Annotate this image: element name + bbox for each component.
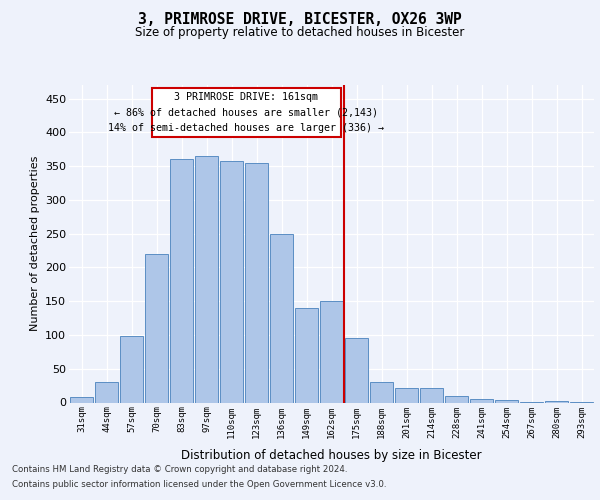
Text: Contains public sector information licensed under the Open Government Licence v3: Contains public sector information licen… — [12, 480, 386, 489]
Bar — [70, 397, 93, 402]
Bar — [345, 338, 368, 402]
Bar — [120, 336, 143, 402]
Bar — [545, 401, 568, 402]
Bar — [95, 382, 118, 402]
FancyBboxPatch shape — [151, 88, 341, 137]
Bar — [170, 160, 193, 402]
Bar — [320, 301, 343, 402]
X-axis label: Distribution of detached houses by size in Bicester: Distribution of detached houses by size … — [181, 448, 482, 462]
Bar — [245, 162, 268, 402]
Bar — [395, 388, 418, 402]
Bar — [145, 254, 168, 402]
Bar — [420, 388, 443, 402]
Bar — [495, 400, 518, 402]
Text: 3, PRIMROSE DRIVE, BICESTER, OX26 3WP: 3, PRIMROSE DRIVE, BICESTER, OX26 3WP — [138, 12, 462, 28]
Y-axis label: Number of detached properties: Number of detached properties — [29, 156, 40, 332]
Text: Contains HM Land Registry data © Crown copyright and database right 2024.: Contains HM Land Registry data © Crown c… — [12, 465, 347, 474]
Bar — [295, 308, 318, 402]
Text: Size of property relative to detached houses in Bicester: Size of property relative to detached ho… — [136, 26, 464, 39]
Bar — [195, 156, 218, 402]
Bar — [220, 160, 243, 402]
Bar — [370, 382, 393, 402]
Bar — [270, 234, 293, 402]
Bar — [470, 399, 493, 402]
Bar — [445, 396, 468, 402]
Text: 3 PRIMROSE DRIVE: 161sqm
← 86% of detached houses are smaller (2,143)
14% of sem: 3 PRIMROSE DRIVE: 161sqm ← 86% of detach… — [109, 92, 385, 133]
